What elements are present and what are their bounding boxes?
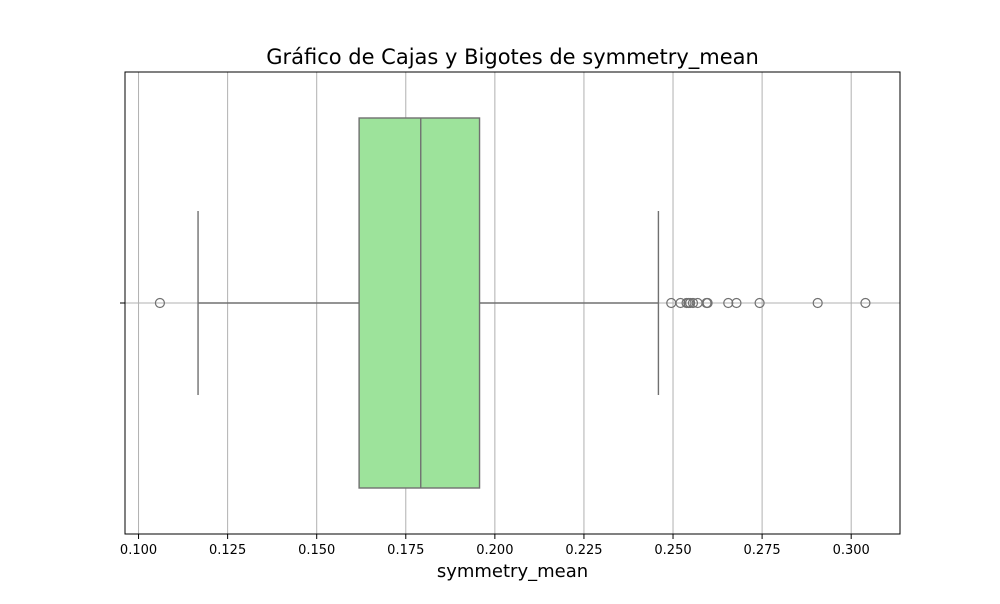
outlier-point	[154, 297, 166, 309]
x-axis-label: symmetry_mean	[437, 561, 588, 582]
outlier-point	[754, 297, 765, 309]
x-tick-label: 0.150	[298, 543, 335, 558]
iqr-box	[358, 117, 481, 489]
outlier-layer	[154, 297, 871, 309]
outlier-point	[685, 297, 696, 309]
outlier-point	[723, 297, 734, 309]
box-layer	[197, 117, 660, 489]
x-tick-label: 0.175	[387, 543, 424, 558]
outlier-point	[860, 297, 871, 309]
tick-layer: 0.100 0.125 0.150 0.175 0.200 0.225 0.250 0.275…	[120, 302, 870, 558]
outlier-point	[675, 297, 686, 309]
chart-title: Gráfico de Cajas y Bigotes de symmetry_m…	[266, 45, 759, 70]
x-tick-label: 0.200	[476, 543, 513, 558]
x-tick-label: 0.300	[833, 543, 870, 558]
outlier-point	[702, 297, 713, 309]
x-tick-label: 0.125	[209, 543, 246, 558]
outlier-point	[812, 297, 823, 309]
x-tick-label: 0.100	[120, 543, 157, 558]
x-tick-label: 0.225	[565, 543, 602, 558]
x-tick-label: 0.275	[743, 543, 780, 558]
outlier-point	[687, 297, 699, 309]
x-tick-label: 0.250	[654, 543, 691, 558]
outlier-point	[731, 297, 742, 309]
